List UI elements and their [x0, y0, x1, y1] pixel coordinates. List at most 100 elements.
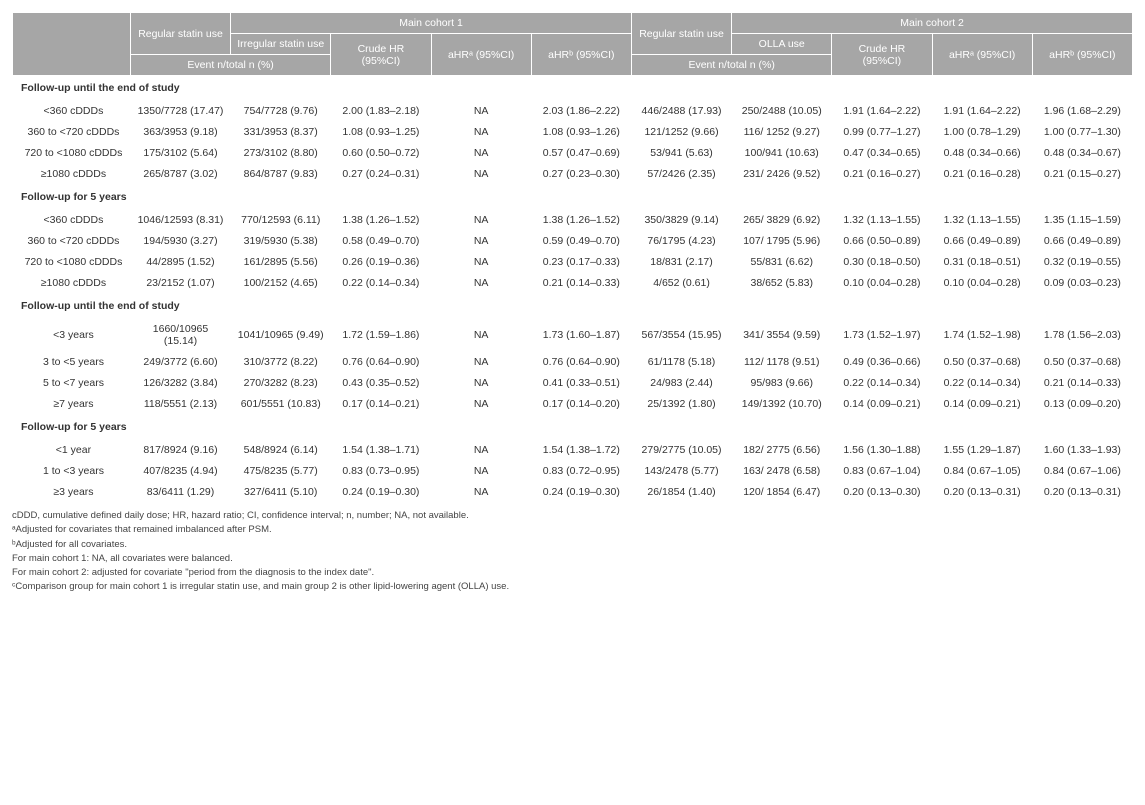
- cell: 0.22 (0.14–0.34): [832, 373, 932, 394]
- cell: 24/983 (2.44): [631, 373, 731, 394]
- cell: 0.66 (0.49–0.89): [932, 231, 1032, 252]
- cell: 0.17 (0.14–0.20): [531, 394, 631, 415]
- row-label: 720 to <1080 cDDDs: [13, 252, 131, 273]
- cell: 1.08 (0.93–1.26): [531, 122, 631, 143]
- footnotes: cDDD, cumulative defined daily dose; HR,…: [12, 509, 1133, 595]
- cell: 0.99 (0.77–1.27): [832, 122, 932, 143]
- cell: 149/1392 (10.70): [732, 394, 832, 415]
- section-header: Follow-up until the end of study: [13, 76, 1133, 101]
- cell: 1.91 (1.64–2.22): [832, 101, 932, 122]
- cell: 182/ 2775 (6.56): [732, 440, 832, 461]
- cell: 0.31 (0.18–0.51): [932, 252, 1032, 273]
- header-cohort1: Main cohort 1: [231, 13, 632, 34]
- cell: 0.17 (0.14–0.21): [331, 394, 431, 415]
- cell: 446/2488 (17.93): [631, 101, 731, 122]
- cell: 57/2426 (2.35): [631, 164, 731, 185]
- cell: NA: [431, 164, 531, 185]
- cell: 1.78 (1.56–2.03): [1032, 319, 1132, 352]
- cell: 0.21 (0.14–0.33): [531, 273, 631, 294]
- cell: 38/652 (5.83): [732, 273, 832, 294]
- table-row: <360 cDDDs 1046/12593 (8.31)770/12593 (6…: [13, 210, 1133, 231]
- cell: 0.83 (0.67–1.04): [832, 461, 932, 482]
- table-row: 720 to <1080 cDDDs 44/2895 (1.52)161/289…: [13, 252, 1133, 273]
- cell: NA: [431, 352, 531, 373]
- cell: 76/1795 (4.23): [631, 231, 731, 252]
- cell: 770/12593 (6.11): [231, 210, 331, 231]
- cell: 0.22 (0.14–0.34): [932, 373, 1032, 394]
- cell: 0.26 (0.19–0.36): [331, 252, 431, 273]
- cell: 817/8924 (9.16): [130, 440, 230, 461]
- cell: 0.66 (0.49–0.89): [1032, 231, 1132, 252]
- header-regular1: Regular statin use: [130, 13, 230, 55]
- cell: 0.21 (0.16–0.27): [832, 164, 932, 185]
- cell: 23/2152 (1.07): [130, 273, 230, 294]
- section-header: Follow-up until the end of study: [13, 294, 1133, 319]
- cell: 1041/10965 (9.49): [231, 319, 331, 352]
- footnote: For main cohort 1: NA, all covariates we…: [12, 552, 1133, 566]
- row-label: 5 to <7 years: [13, 373, 131, 394]
- cell: 1.32 (1.13–1.55): [832, 210, 932, 231]
- cell: 0.27 (0.24–0.31): [331, 164, 431, 185]
- cell: 754/7728 (9.76): [231, 101, 331, 122]
- cohort-table: Regular statin use Main cohort 1 Regular…: [12, 12, 1133, 503]
- cell: 2.03 (1.86–2.22): [531, 101, 631, 122]
- footnote: ᵇAdjusted for all covariates.: [12, 538, 1133, 552]
- table-row: ≥1080 cDDDs 23/2152 (1.07)100/2152 (4.65…: [13, 273, 1133, 294]
- row-label: 360 to <720 cDDDs: [13, 122, 131, 143]
- cell: 265/ 3829 (6.92): [732, 210, 832, 231]
- row-label: <3 years: [13, 319, 131, 352]
- row-label: 720 to <1080 cDDDs: [13, 143, 131, 164]
- cell: 0.50 (0.37–0.68): [1032, 352, 1132, 373]
- cell: 0.48 (0.34–0.66): [932, 143, 1032, 164]
- cell: NA: [431, 482, 531, 503]
- cell: 0.23 (0.17–0.33): [531, 252, 631, 273]
- footnote: For main cohort 2: adjusted for covariat…: [12, 566, 1133, 580]
- cell: 363/3953 (9.18): [130, 122, 230, 143]
- row-label: <360 cDDDs: [13, 101, 131, 122]
- cell: 4/652 (0.61): [631, 273, 731, 294]
- cell: NA: [431, 143, 531, 164]
- header-olla: OLLA use: [732, 34, 832, 55]
- table-header: Regular statin use Main cohort 1 Regular…: [13, 13, 1133, 76]
- cell: 1.32 (1.13–1.55): [932, 210, 1032, 231]
- footnote: cDDD, cumulative defined daily dose; HR,…: [12, 509, 1133, 523]
- cell: 0.58 (0.49–0.70): [331, 231, 431, 252]
- row-label: <1 year: [13, 440, 131, 461]
- cell: 319/5930 (5.38): [231, 231, 331, 252]
- cell: 0.30 (0.18–0.50): [832, 252, 932, 273]
- cell: 0.24 (0.19–0.30): [331, 482, 431, 503]
- table-row: ≥7 years 118/5551 (2.13)601/5551 (10.83)…: [13, 394, 1133, 415]
- cell: 270/3282 (8.23): [231, 373, 331, 394]
- cell: 0.27 (0.23–0.30): [531, 164, 631, 185]
- cell: 44/2895 (1.52): [130, 252, 230, 273]
- header-event2: Event n/total n (%): [631, 55, 831, 76]
- cell: 0.50 (0.37–0.68): [932, 352, 1032, 373]
- cell: NA: [431, 373, 531, 394]
- cell: 112/ 1178 (9.51): [732, 352, 832, 373]
- cell: 161/2895 (5.56): [231, 252, 331, 273]
- row-label: ≥1080 cDDDs: [13, 164, 131, 185]
- row-label: 3 to <5 years: [13, 352, 131, 373]
- cell: NA: [431, 210, 531, 231]
- cell: 1350/7728 (17.47): [130, 101, 230, 122]
- cell: 61/1178 (5.18): [631, 352, 731, 373]
- cell: 1.35 (1.15–1.59): [1032, 210, 1132, 231]
- cell: 601/5551 (10.83): [231, 394, 331, 415]
- table-row: 720 to <1080 cDDDs 175/3102 (5.64)273/31…: [13, 143, 1133, 164]
- cell: 0.14 (0.09–0.21): [932, 394, 1032, 415]
- cell: 100/941 (10.63): [732, 143, 832, 164]
- cell: 26/1854 (1.40): [631, 482, 731, 503]
- cell: 1.74 (1.52–1.98): [932, 319, 1032, 352]
- cell: 0.20 (0.13–0.31): [1032, 482, 1132, 503]
- header-event1: Event n/total n (%): [130, 55, 330, 76]
- cell: 548/8924 (6.14): [231, 440, 331, 461]
- cell: 1.54 (1.38–1.71): [331, 440, 431, 461]
- cell: 341/ 3554 (9.59): [732, 319, 832, 352]
- cell: 1.55 (1.29–1.87): [932, 440, 1032, 461]
- cell: 175/3102 (5.64): [130, 143, 230, 164]
- header-ahra1: aHRᵃ (95%CI): [431, 34, 531, 76]
- cell: 0.20 (0.13–0.30): [832, 482, 932, 503]
- cell: NA: [431, 273, 531, 294]
- cell: 163/ 2478 (6.58): [732, 461, 832, 482]
- cell: 567/3554 (15.95): [631, 319, 731, 352]
